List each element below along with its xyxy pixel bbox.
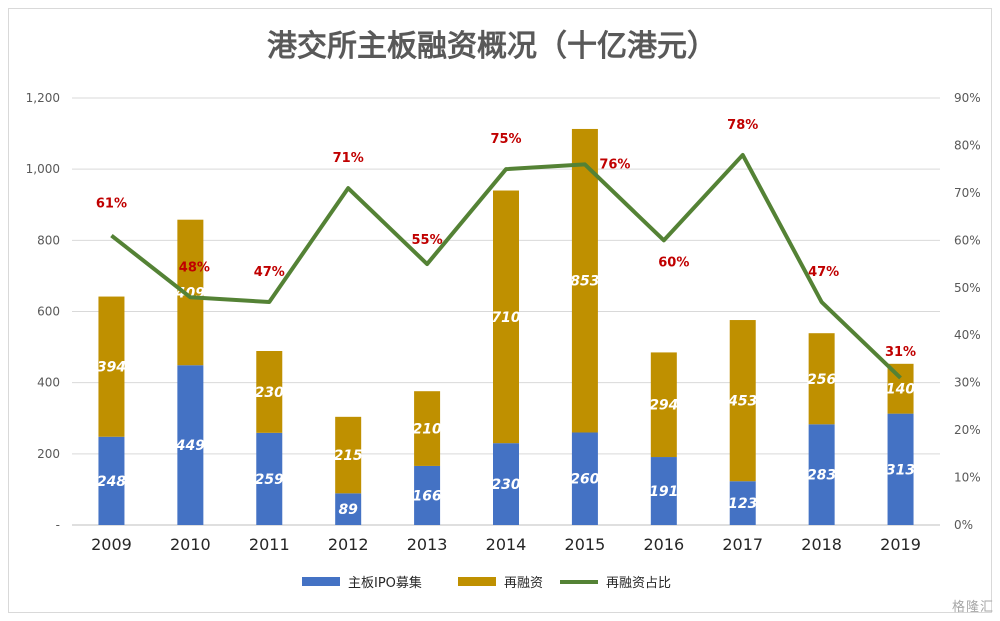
bar-ipo-value-label: 313 (886, 462, 915, 478)
line-value-label: 75% (490, 132, 521, 147)
y-right-tick-label: 20% (954, 423, 981, 437)
y-axis-left: - 200 400 600 800 1,000 1,200 (26, 91, 60, 532)
bar-ipo (177, 365, 204, 525)
y-left-tick-label: 800 (37, 233, 60, 247)
bar-ipo-value-label: 230 (491, 477, 520, 493)
y-right-tick-label: 70% (954, 186, 981, 200)
bar-refinancing-value-label: 710 (491, 310, 520, 326)
legend-label: 再融资占比 (606, 576, 671, 591)
bar-refinancing (571, 128, 598, 433)
bar-ipo-value-label: 248 (97, 474, 126, 490)
y-right-tick-label: 30% (954, 376, 981, 390)
bar-labels: 2483944494092592308921516621023071026085… (97, 274, 916, 518)
x-tick-label: 2018 (801, 535, 842, 554)
y-left-tick-label: 400 (37, 376, 60, 390)
y-right-tick-label: 0% (954, 518, 973, 532)
y-left-tick-label: 600 (37, 305, 60, 319)
bar-ipo-value-label: 259 (255, 472, 284, 488)
x-tick-label: 2014 (486, 535, 527, 554)
bar-ipo-value-label: 283 (807, 468, 836, 484)
bar-ipo (808, 424, 835, 525)
bar-refinancing-value-label: 215 (334, 448, 363, 464)
x-tick-label: 2013 (407, 535, 448, 554)
x-tick-label: 2009 (91, 535, 132, 554)
x-tick-label: 2012 (328, 535, 369, 554)
line-value-label: 47% (254, 265, 285, 280)
y-right-tick-label: 90% (954, 91, 981, 105)
bar-refinancing-value-label: 853 (570, 274, 599, 290)
bar-ipo-value-label: 123 (728, 496, 757, 512)
bar-ipo-value-label: 166 (412, 488, 441, 504)
line-value-label: 47% (808, 265, 839, 280)
chart-title: 港交所主板融资概况（十亿港元） (267, 29, 717, 64)
bar-ipo (571, 432, 598, 525)
line-series (110, 152, 902, 380)
line-value-label: 71% (333, 151, 364, 166)
x-axis: 2009 2010 2011 2012 2013 2014 2015 2016 2017 2018… (91, 535, 921, 554)
bar-ipo (729, 481, 756, 525)
bar-refinancing-value-label: 294 (649, 398, 678, 414)
bar-ipo-value-label: 89 (338, 502, 358, 518)
line-value-label: 48% (179, 260, 210, 275)
y-left-tick-label: 1,000 (26, 162, 60, 176)
x-tick-label: 2017 (722, 535, 763, 554)
watermark: 格隆汇 (951, 600, 994, 615)
line-value-label: 78% (727, 118, 758, 133)
bar-ipo-value-label: 449 (175, 438, 205, 454)
x-tick-label: 2010 (170, 535, 211, 554)
bar-ipo (414, 465, 441, 525)
bar-refinancing-value-label: 230 (255, 385, 284, 401)
bar-refinancing (256, 350, 283, 433)
bar-refinancing (729, 320, 756, 482)
y-axis-right: 0% 10% 20% 30% 40% 50% 60% 70% 80% 90% (954, 91, 981, 532)
bar-refinancing (808, 333, 835, 425)
line-value-label: 76% (599, 157, 630, 172)
bar-refinancing-value-label: 453 (727, 394, 757, 410)
legend-label: 再融资 (504, 576, 543, 591)
bar-ipo (650, 457, 677, 525)
bar-refinancing-value-label: 140 (886, 382, 915, 398)
y-right-tick-label: 60% (954, 233, 981, 247)
x-tick-label: 2016 (643, 535, 684, 554)
y-left-tick-label: 200 (37, 447, 60, 461)
bar-ipo (98, 436, 125, 525)
bar-refinancing (98, 296, 125, 437)
line-value-label: 55% (412, 233, 443, 248)
line-value-label: 61% (96, 197, 127, 212)
y-right-tick-label: 40% (954, 328, 981, 342)
y-right-tick-label: 50% (954, 281, 981, 295)
bar-refinancing (493, 190, 519, 444)
x-tick-label: 2019 (880, 535, 921, 554)
x-tick-label: 2015 (565, 535, 606, 554)
y-left-tick-label: - (56, 518, 60, 532)
bar-refinancing (650, 352, 677, 458)
bar-refinancing (414, 391, 441, 466)
line-value-label: 60% (658, 255, 689, 270)
bar-series (98, 128, 914, 525)
legend-swatch (302, 577, 340, 586)
x-tick-label: 2011 (249, 535, 290, 554)
y-right-tick-label: 80% (954, 138, 981, 152)
bar-ipo-value-label: 260 (570, 472, 599, 488)
bar-refinancing-value-label: 210 (412, 422, 441, 438)
percent-labels: 61% 48% 47% 71% 55% 75% 76% 60% 78% 47% 31% (96, 118, 916, 360)
bar-ipo (256, 432, 283, 525)
line-value-label: 31% (885, 345, 916, 360)
y-right-tick-label: 10% (954, 471, 981, 485)
y-left-tick-label: 1,200 (26, 91, 60, 105)
bar-ipo (887, 413, 914, 525)
bar-ipo-value-label: 191 (649, 484, 678, 500)
bar-refinancing-value-label: 394 (97, 360, 126, 376)
bar-refinancing-value-label: 256 (807, 372, 836, 388)
bar-ipo (335, 493, 362, 525)
bar-refinancing (335, 416, 362, 494)
legend-swatch (458, 577, 496, 586)
legend-label: 主板IPO募集 (348, 575, 422, 591)
line-refinancing-ratio (110, 152, 902, 380)
bar-ipo (493, 443, 519, 525)
legend: 主板IPO募集 再融资 再融资占比 (302, 575, 671, 591)
